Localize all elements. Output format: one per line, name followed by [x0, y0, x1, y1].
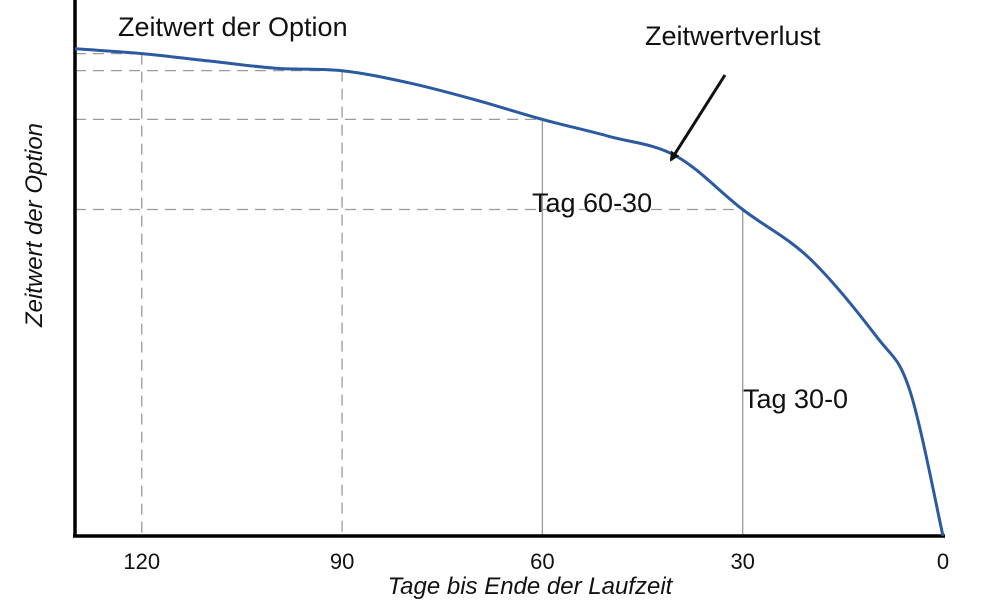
axes [73, 0, 945, 538]
annotation-tag-30-0: Tag 30-0 [743, 384, 848, 414]
decay-arrow [669, 74, 727, 162]
annotation-zeitwert-der-option: Zeitwert der Option [118, 12, 348, 42]
series-curves [74, 47, 945, 537]
x-tick-label-120: 120 [123, 549, 160, 574]
x-tick-label-30: 30 [730, 549, 754, 574]
reference-lines [75, 52, 744, 536]
x-axis-label: Tage bis Ende der Laufzeit [388, 573, 674, 600]
x-tick-label-60: 60 [530, 549, 554, 574]
x-tick-labels: 120 90 60 30 0 [123, 549, 949, 574]
annotation-tag-60-30: Tag 60-30 [532, 188, 652, 218]
y-axis-label: Zeitwert der Option [21, 123, 48, 328]
x-tick-label-0: 0 [937, 549, 949, 574]
annotation-zeitwertverlust: Zeitwertverlust [645, 21, 821, 51]
x-tick-label-90: 90 [330, 549, 354, 574]
time-value-curve-0 [74, 47, 945, 537]
